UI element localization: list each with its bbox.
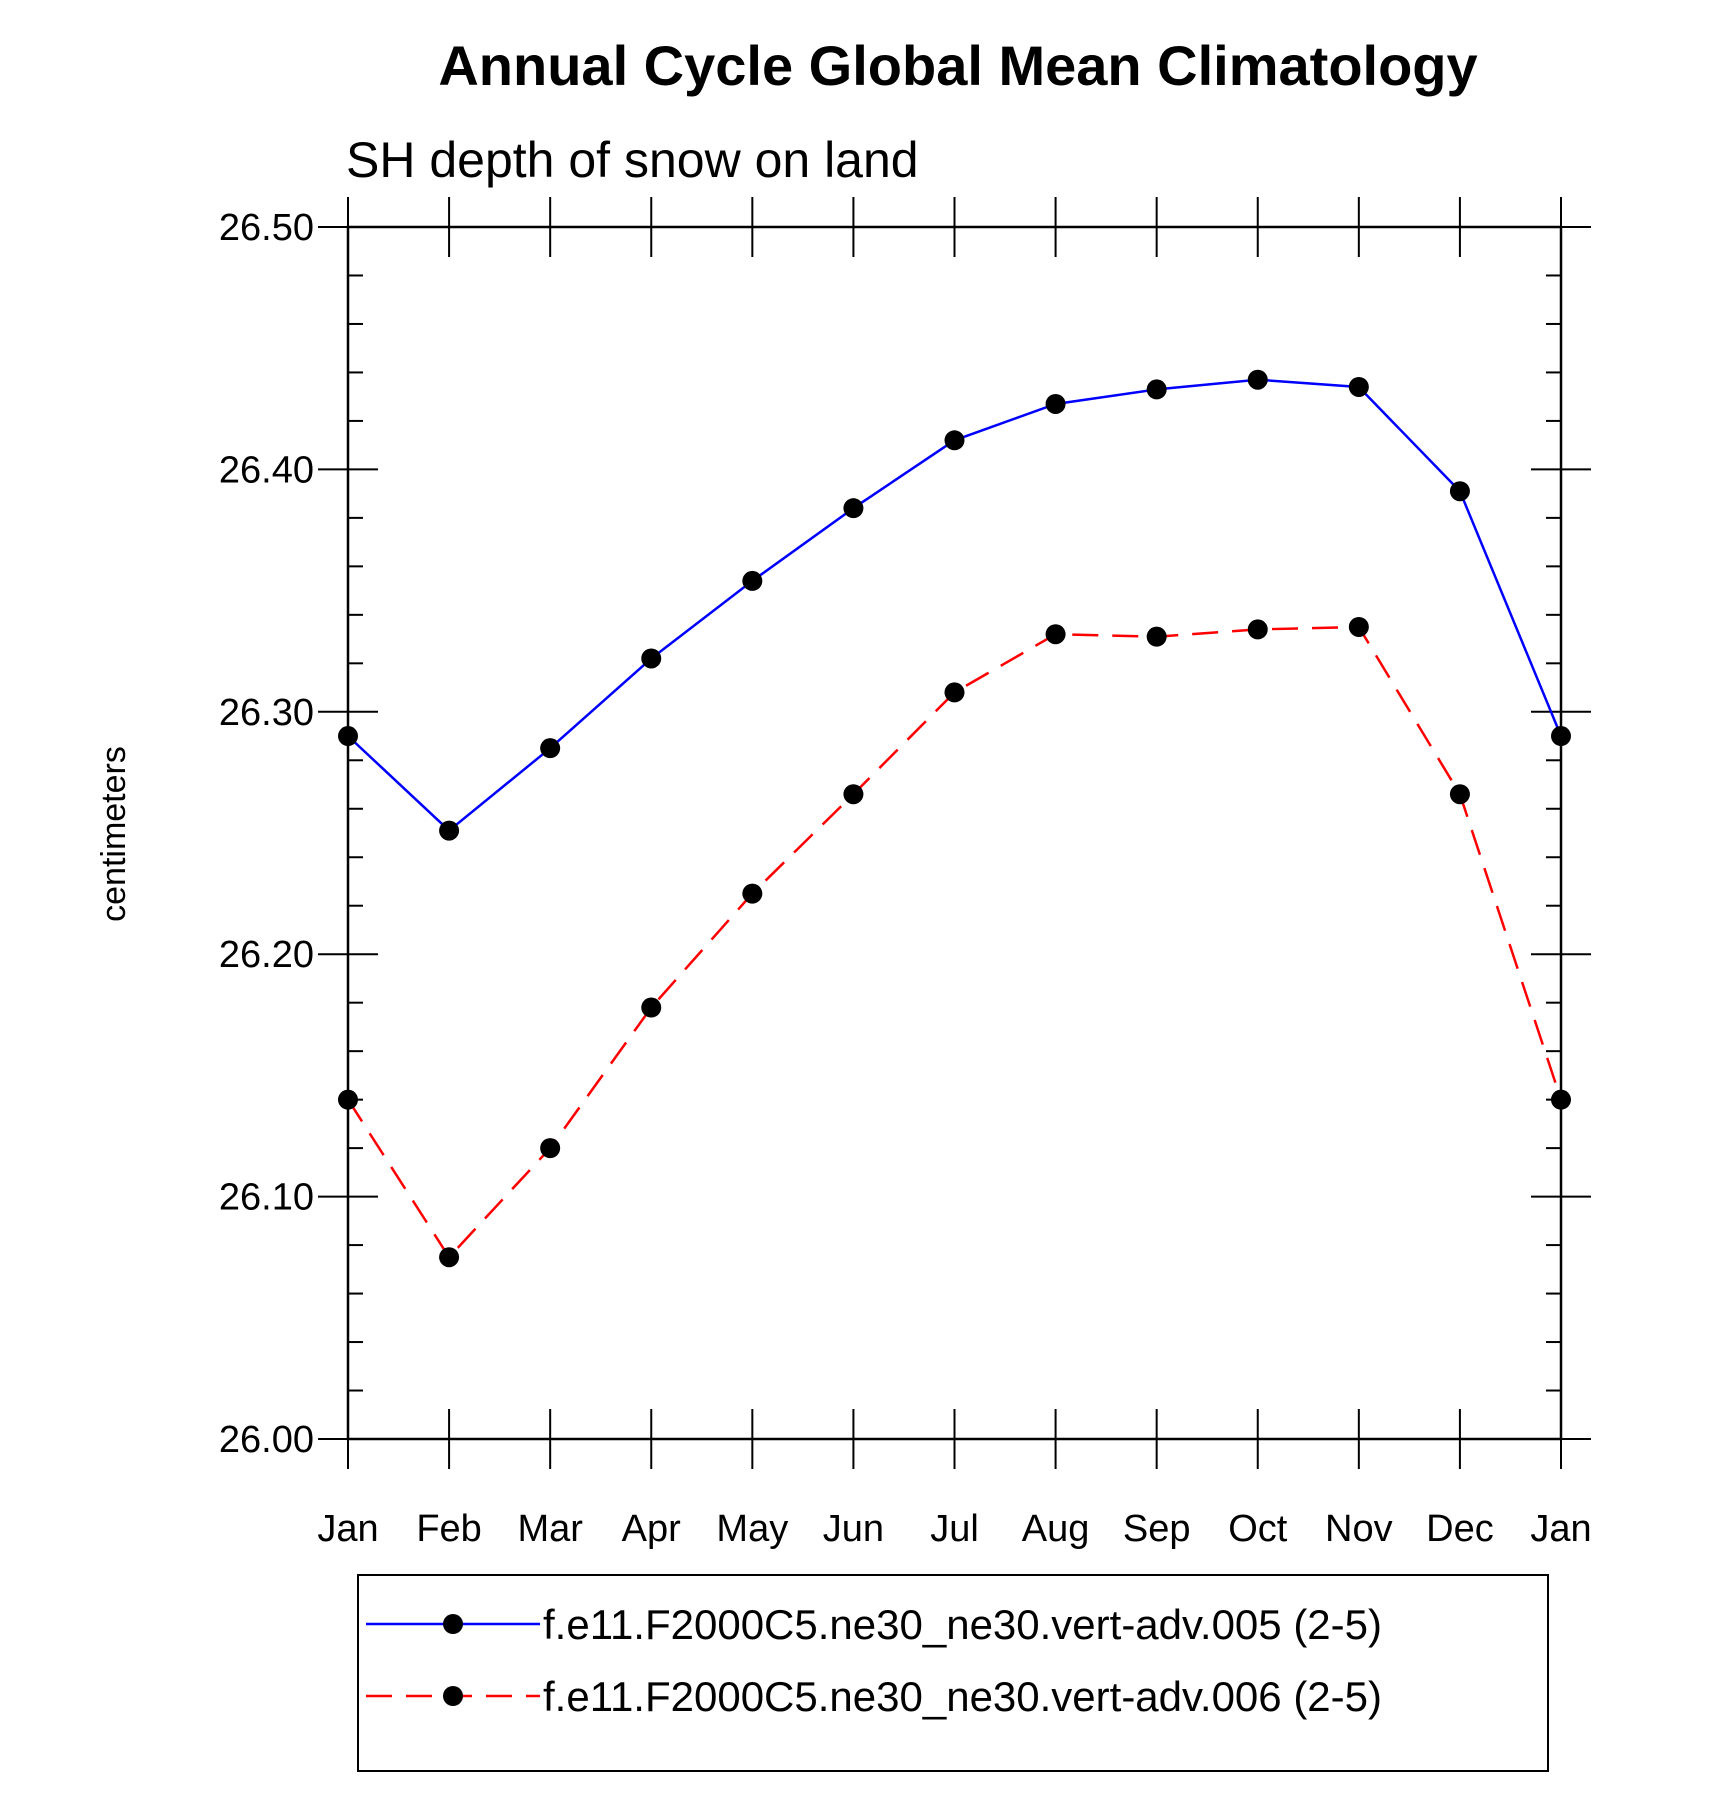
y-tick-label: 26.20 <box>219 934 314 976</box>
series-layer <box>338 369 1571 1268</box>
x-tick-label: Oct <box>1228 1508 1288 1550</box>
series-1-point <box>1348 376 1369 397</box>
legend-marker-1 <box>443 1614 463 1634</box>
x-tick-label: Sep <box>1123 1508 1191 1550</box>
x-tick-label: Dec <box>1426 1508 1494 1550</box>
x-tick-label: Jan <box>317 1508 378 1550</box>
series-2-point <box>1348 616 1369 637</box>
legend-entry-2: f.e11.F2000C5.ne30_ne30.vert-adv.006 (2-… <box>366 1673 1382 1720</box>
x-tick-label: Feb <box>416 1508 481 1550</box>
legend-label-2: f.e11.F2000C5.ne30_ne30.vert-adv.006 (2-… <box>543 1673 1382 1720</box>
series-2-point <box>540 1138 561 1159</box>
x-tick-label: Nov <box>1325 1508 1393 1550</box>
y-tick-label: 26.00 <box>219 1419 314 1461</box>
legend-marker-2 <box>443 1686 463 1706</box>
series-2-point <box>641 997 662 1018</box>
x-tick-label: Jan <box>1530 1508 1591 1550</box>
series-1-point <box>843 498 864 519</box>
legend-box <box>357 1574 1549 1772</box>
series-1-point <box>641 648 662 669</box>
series-1-point <box>540 738 561 759</box>
y-tick-labels: 26.00 26.10 26.20 26.30 26.40 26.50 <box>219 207 314 1461</box>
x-tick-label: Jul <box>930 1508 979 1550</box>
series-2-point <box>1247 619 1268 640</box>
axis-ticks <box>318 197 1591 1469</box>
series-1-point <box>1146 379 1167 400</box>
plot-frame <box>346 225 1563 1441</box>
series-1-point <box>1449 481 1470 502</box>
series-2-point <box>742 883 763 904</box>
series-line-2 <box>346 625 1563 1260</box>
y-axis-label: centimeters <box>95 746 133 922</box>
legend-entry-1: f.e11.F2000C5.ne30_ne30.vert-adv.005 (2-… <box>366 1601 1382 1648</box>
y-tick-label: 26.30 <box>219 692 314 734</box>
y-tick-label: 26.10 <box>219 1177 314 1219</box>
legend-label-1: f.e11.F2000C5.ne30_ne30.vert-adv.005 (2-… <box>543 1601 1382 1648</box>
chart-title: Annual Cycle Global Mean Climatology <box>438 34 1477 97</box>
series-2-point <box>944 682 965 703</box>
series-1-point <box>742 570 763 591</box>
x-tick-labels: Jan Feb Mar Apr May Jun Jul Aug Sep Oct Nov Dec Jan <box>317 1508 1591 1550</box>
series-1-point <box>944 430 965 451</box>
x-tick-label: May <box>716 1508 788 1550</box>
chart-subtitle: SH depth of snow on land <box>346 132 919 188</box>
series-2-point <box>1045 624 1066 645</box>
y-tick-label: 26.50 <box>219 207 314 249</box>
x-tick-label: Mar <box>517 1508 583 1550</box>
legend: f.e11.F2000C5.ne30_ne30.vert-adv.005 (2-… <box>357 1574 1549 1772</box>
x-tick-label: Apr <box>622 1508 681 1550</box>
series-1-point <box>1247 369 1268 390</box>
y-tick-label: 26.40 <box>219 449 314 491</box>
series-2-point <box>1146 626 1167 647</box>
series-1-point <box>439 820 460 841</box>
series-2-point <box>439 1247 460 1268</box>
series-2-point <box>843 784 864 805</box>
x-tick-label: Aug <box>1022 1508 1090 1550</box>
series-1-point <box>1045 393 1066 414</box>
x-tick-label: Jun <box>823 1508 884 1550</box>
series-2-point <box>1449 784 1470 805</box>
